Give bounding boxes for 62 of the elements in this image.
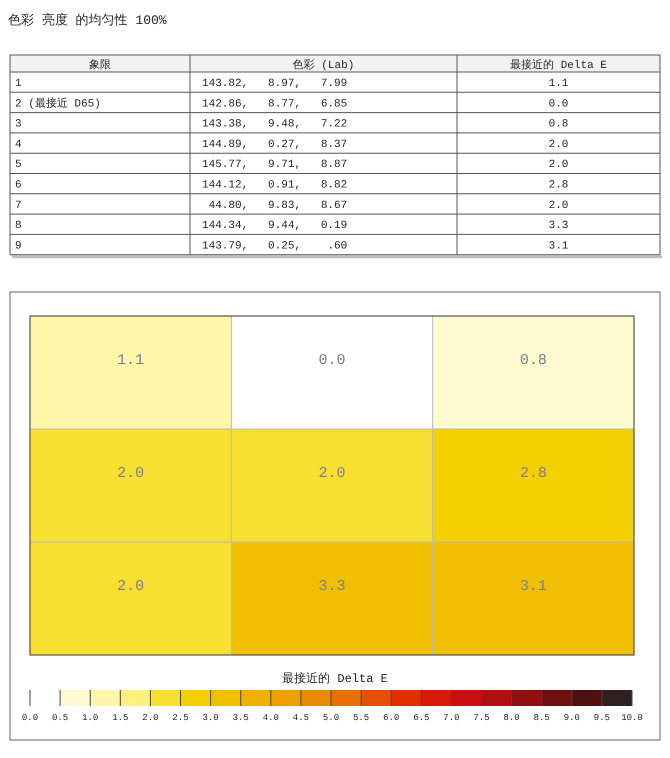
color-bar-label: 1.5 (112, 713, 128, 723)
text: 2 (最接近 D65) (15, 96, 101, 110)
text: 8 (15, 220, 22, 232)
text: 3 (15, 118, 22, 131)
color-bar-title: 最接近的 Delta E (282, 671, 388, 686)
text: 143.82, 8.97, 7.99 (202, 78, 348, 90)
data-label: 2.0 (117, 465, 144, 482)
text: 142.86, 8.77, 6.85 (202, 98, 348, 110)
color-bar-label: 1.0 (82, 713, 98, 723)
data-label: 0.8 (520, 352, 547, 369)
text: 144.12, 0.91, 8.82 (202, 180, 348, 192)
text: 1 (15, 78, 22, 90)
text: 6 (15, 180, 22, 192)
color-bar-label: 3.0 (202, 713, 219, 723)
category-label: 象限 (89, 59, 111, 72)
text: 0.0 (548, 98, 568, 110)
text: 2.0 (548, 138, 568, 151)
color-bar-label: 6.0 (383, 713, 400, 723)
text: 2.8 (548, 180, 568, 192)
text: 144.89, 0.27, 8.37 (202, 138, 348, 151)
color-bar-label: 8.0 (504, 713, 520, 723)
category-label: 色彩 (Lab) (292, 59, 354, 72)
data-label: 2.0 (318, 465, 346, 482)
data-label: 1.1 (117, 352, 144, 369)
text: 143.79, 0.25, .60 (202, 240, 348, 252)
text: 4 (15, 138, 22, 151)
color-bar-label: 9.5 (594, 713, 610, 723)
text: 7 (15, 200, 22, 212)
text: 2.0 (548, 159, 568, 172)
text: 0.8 (548, 118, 568, 131)
color-bar-label: 5.5 (353, 713, 370, 723)
data-label: 2.8 (520, 465, 547, 482)
color-bar-label: 0.0 (22, 713, 38, 723)
data-label: 3.3 (318, 578, 346, 595)
text: 144.34, 9.44, 0.19 (202, 220, 348, 232)
text: 3.3 (548, 220, 568, 232)
data-label: 2.0 (117, 578, 144, 595)
text: 5 (15, 159, 22, 172)
text: 2.0 (548, 200, 568, 212)
text: 1.1 (548, 78, 569, 90)
text: 44.80, 9.83, 8.67 (202, 200, 348, 212)
color-bar-label: 10.0 (621, 713, 643, 723)
color-bar-label: 2.0 (142, 713, 158, 723)
color-bar-label: 9.0 (564, 713, 580, 723)
color-bar-label: 4.5 (292, 713, 309, 723)
color-bar-label: 2.5 (172, 713, 189, 723)
color-bar-label: 7.5 (473, 713, 490, 723)
text: 143.38, 9.48, 7.22 (202, 118, 348, 131)
color-bar-label: 5.0 (322, 713, 340, 723)
color-bar-label: 7.0 (443, 713, 460, 723)
data-label: 0.0 (318, 352, 346, 369)
text: 145.77, 9.71, 8.87 (202, 159, 348, 172)
text: 3.1 (548, 240, 569, 252)
category-label: 最接近的 Delta E (510, 58, 608, 72)
data-label: 3.1 (520, 578, 547, 595)
color-bar-label: 8.5 (534, 713, 550, 723)
text: 9 (15, 240, 22, 252)
text: 色彩 亮度 的均匀性 100% (8, 12, 167, 28)
color-bar-label: 3.5 (232, 713, 249, 723)
color-bar-label: 0.5 (52, 713, 68, 723)
color-bar-label: 6.5 (413, 713, 430, 723)
color-bar-label: 4.0 (262, 713, 279, 723)
